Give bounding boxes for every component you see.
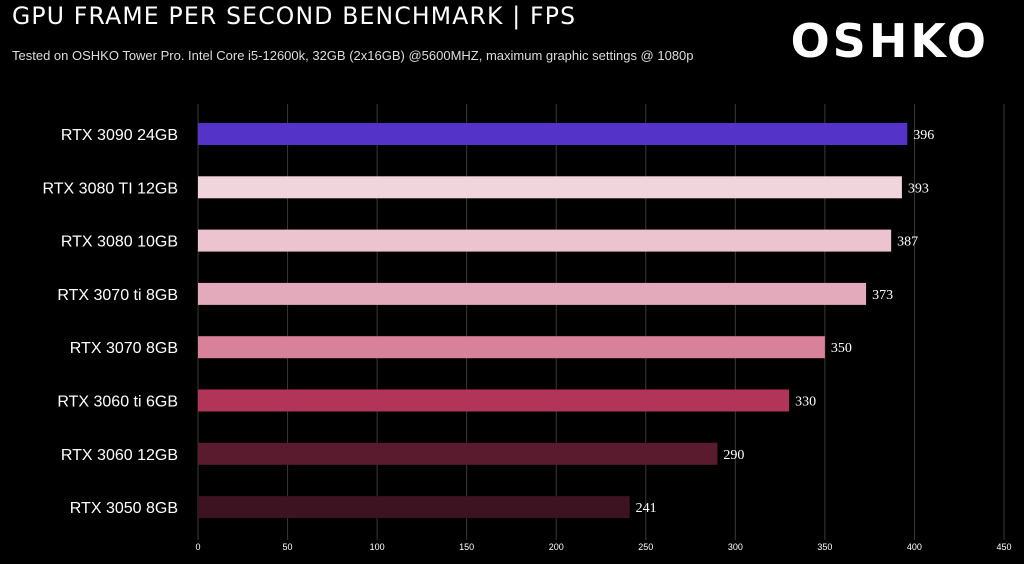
data-label: 350 <box>831 341 852 356</box>
data-label: 330 <box>795 395 816 410</box>
bar <box>198 229 892 252</box>
bar <box>198 282 867 305</box>
x-tick-label: 100 <box>370 542 385 552</box>
x-axis-ticks: 0 50 100 150 200 250 300 350 400 450 <box>195 542 1011 552</box>
bar <box>198 442 718 465</box>
chart-subtitle: Tested on OSHKO Tower Pro. Intel Core i5… <box>12 48 694 63</box>
x-tick-label: 300 <box>728 542 743 552</box>
x-tick-label: 450 <box>996 542 1011 552</box>
category-label: RTX 3050 8GB <box>70 500 178 517</box>
category-label: RTX 3080 10GB <box>61 234 178 251</box>
x-tick-label: 150 <box>459 542 474 552</box>
bar <box>198 176 902 199</box>
data-label: 241 <box>636 501 657 516</box>
x-tick-label: 200 <box>549 542 564 552</box>
bar <box>198 123 908 145</box>
data-label: 373 <box>872 288 893 303</box>
category-label: RTX 3060 12GB <box>61 447 178 464</box>
data-label: 290 <box>723 448 744 463</box>
bar <box>198 336 825 359</box>
x-tick-label: 50 <box>283 542 293 552</box>
data-label: 393 <box>908 181 929 196</box>
x-tick-label: 0 <box>195 542 200 552</box>
gridlines <box>197 104 1005 540</box>
category-label: RTX 3070 ti 8GB <box>57 287 178 304</box>
x-tick-label: 250 <box>638 542 653 552</box>
category-label: RTX 3060 ti 6GB <box>57 394 178 411</box>
data-label: 396 <box>913 128 934 143</box>
data-label: 387 <box>897 235 918 250</box>
category-label: RTX 3070 8GB <box>70 340 178 357</box>
bars: RTX 3090 24GB 396 RTX 3080 TI 12GB 393 RTX 3… <box>43 123 934 519</box>
x-tick-label: 350 <box>817 542 832 552</box>
x-tick-label: 400 <box>907 542 922 552</box>
chart-title: GPU FRAME PER SECOND BENCHMARK | FPS <box>12 2 577 30</box>
bar <box>198 389 790 412</box>
oshko-logo: OSHKO <box>790 14 989 68</box>
bar <box>198 496 630 519</box>
category-label: RTX 3090 24GB <box>61 127 178 144</box>
category-label: RTX 3080 TI 12GB <box>43 180 178 197</box>
